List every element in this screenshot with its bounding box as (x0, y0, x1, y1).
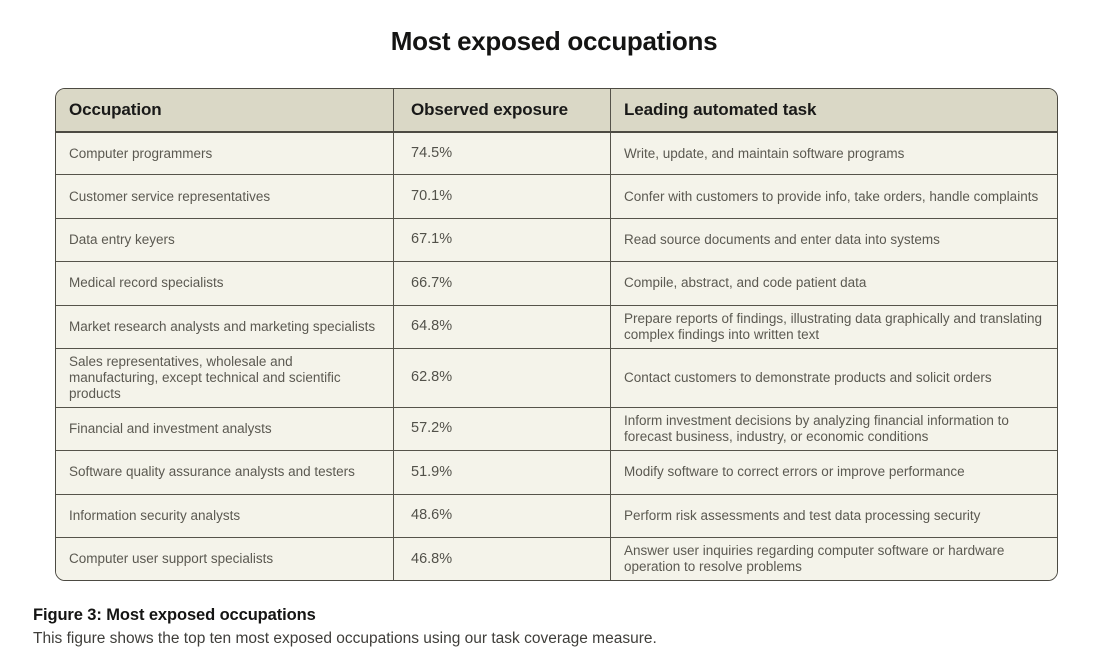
occupation-cell: Sales representatives, wholesale and man… (69, 353, 341, 401)
figure-caption-title: Figure 3: Most exposed occupations (33, 606, 316, 624)
exposure-cell: 48.6% (393, 494, 610, 537)
figure-title: Most exposed occupations (390, 26, 718, 56)
exposure-cell: 66.7% (393, 262, 610, 305)
task-cell: Modify software to correct errors or imp… (610, 451, 1057, 494)
occupation-cell: Market research analysts and marketing s… (69, 318, 376, 334)
task-cell: Read source documents and enter data int… (610, 218, 1057, 262)
table-header-row: Occupation Observed exposure Leading aut… (56, 89, 1057, 131)
occupation-cell: Computer programmers (69, 145, 213, 161)
task-cell: Contact customers to demonstrate product… (610, 348, 1057, 407)
occupation-cell: Software quality assurance analysts and … (69, 464, 355, 480)
exposure-cell: 67.1% (393, 218, 610, 262)
table-row: Computer user support specialists 46.8% An… (56, 536, 1057, 581)
occupation-cell: Customer service representatives (69, 188, 271, 204)
occupation-cell: Information security analysts (69, 507, 241, 523)
task-cell: Compile, abstract, and code patient data (610, 262, 1057, 305)
table-row: Software quality assurance analysts and … (56, 450, 1057, 494)
column-header-observed-exposure: Observed exposure (393, 89, 610, 131)
exposure-cell: 62.8% (393, 348, 610, 407)
exposure-cell: 46.8% (393, 537, 610, 581)
task-cell: Perform risk assessments and test data p… (610, 494, 1057, 537)
occupations-table: Occupation Observed exposure Leading aut… (55, 88, 1058, 582)
exposure-cell: 74.5% (393, 133, 610, 175)
table-row: Financial and investment analysts 57.2% In… (56, 406, 1057, 451)
exposure-cell: 51.9% (393, 451, 610, 494)
occupation-cell: Financial and investment analysts (69, 420, 272, 436)
column-header-occupation: Occupation (69, 99, 162, 119)
exposure-cell: 64.8% (393, 305, 610, 348)
exposure-cell: 57.2% (393, 407, 610, 451)
task-cell: Write, update, and maintain software pro… (610, 133, 1057, 175)
figure-caption: Figure 3: Most exposed occupations This … (33, 606, 1073, 648)
table-row: Information security analysts 48.6% Perfor… (56, 493, 1057, 537)
table-body: Computer programmers 74.5% Write, update, … (56, 131, 1057, 581)
figure-caption-description: This figure shows the top ten most expos… (33, 630, 657, 647)
column-header-leading-automated-task: Leading automated task (610, 89, 1057, 131)
task-cell: Inform investment decisions by analyzing… (610, 407, 1057, 451)
table-row: Customer service representatives 70.1% Con… (56, 174, 1057, 218)
task-cell: Prepare reports of findings, illustratin… (610, 305, 1057, 348)
table-row: Sales representatives, wholesale and man… (56, 347, 1057, 407)
occupation-cell: Medical record specialists (69, 275, 224, 291)
table-row: Computer programmers 74.5% Write, update, … (56, 131, 1057, 175)
task-cell: Confer with customers to provide info, t… (610, 175, 1057, 218)
task-cell: Answer user inquiries regarding computer… (610, 537, 1057, 581)
table-row: Market research analysts and marketing s… (56, 304, 1057, 348)
table-row: Medical record specialists 66.7% Compile, … (56, 261, 1057, 305)
occupation-cell: Data entry keyers (69, 232, 175, 248)
table-row: Data entry keyers 67.1% Read source docume… (56, 217, 1057, 262)
exposure-cell: 70.1% (393, 175, 610, 218)
occupation-cell: Computer user support specialists (69, 551, 274, 567)
